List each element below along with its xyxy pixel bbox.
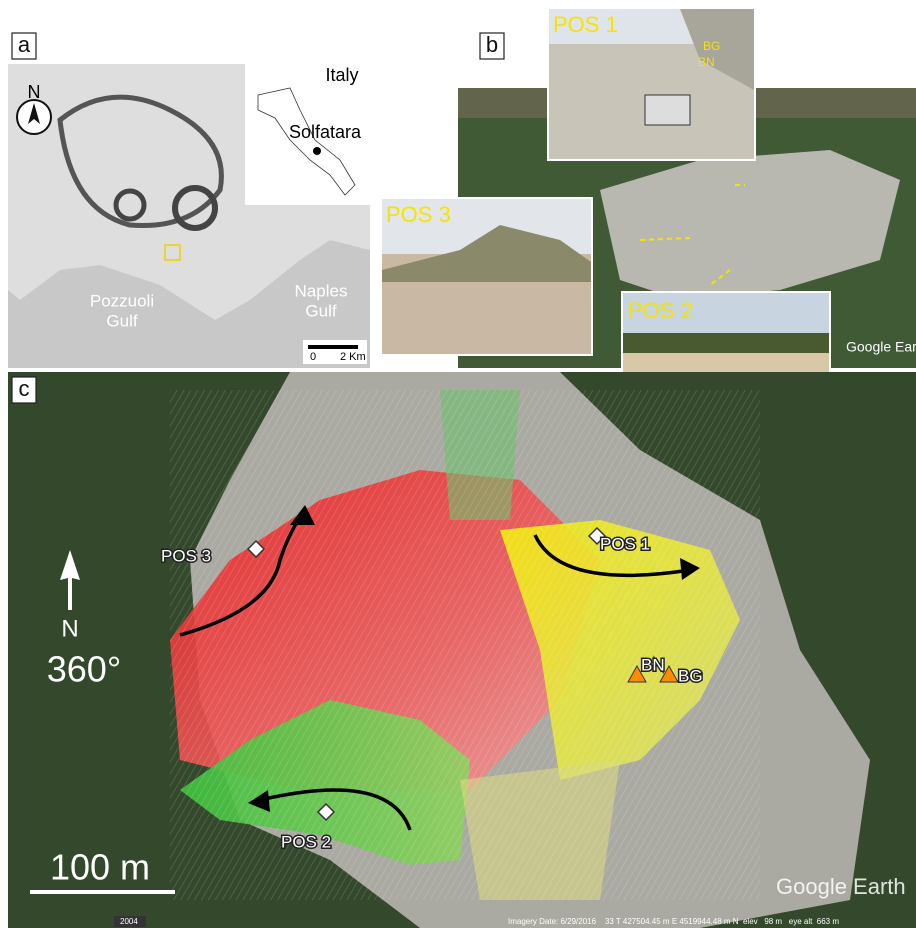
vent-label: BG bbox=[703, 39, 720, 53]
scale-label: 2 Km bbox=[340, 351, 366, 363]
vent-label: BN bbox=[641, 655, 665, 674]
photo-title: POS 3 bbox=[386, 202, 451, 227]
panel-label: a bbox=[18, 32, 31, 57]
scale-bar bbox=[308, 345, 358, 349]
position-label: POS 1 bbox=[600, 534, 650, 553]
panel-label: b bbox=[486, 32, 498, 57]
watermark: Google Earth bbox=[846, 339, 916, 355]
scale-label: 0 bbox=[310, 351, 316, 363]
position-label: POS 3 bbox=[161, 546, 211, 565]
gulf-label: Pozzuoli bbox=[90, 291, 154, 310]
panel-c: POS 3 POS 1 POS 2 BN BG N 360° 100 m c G… bbox=[8, 372, 916, 928]
position-label: POS 2 bbox=[281, 832, 331, 851]
instrument bbox=[645, 95, 690, 125]
scan-lines bbox=[170, 390, 760, 900]
gulf-label: Gulf bbox=[106, 311, 137, 330]
photo-trees bbox=[623, 333, 829, 353]
gulf-label: Naples bbox=[295, 281, 348, 300]
panel-a: N a Italy Solfatara Pozzuoli Gulf Naples… bbox=[8, 32, 370, 368]
north-label: N bbox=[28, 82, 41, 102]
imagery-year: 2004 bbox=[120, 917, 138, 926]
site-label: Solfatara bbox=[289, 122, 362, 142]
panel-label: c bbox=[19, 376, 30, 401]
bearing-label: 360° bbox=[47, 649, 121, 690]
north-label: N bbox=[61, 615, 78, 642]
photo-title: POS 2 bbox=[628, 298, 693, 323]
watermark: Google Earth bbox=[776, 874, 906, 899]
vent-label: BG bbox=[678, 666, 703, 685]
vent-label: BN bbox=[698, 55, 715, 69]
photo-title: POS 1 bbox=[553, 12, 618, 37]
country-label: Italy bbox=[325, 65, 358, 85]
scale-bar bbox=[30, 890, 175, 894]
solfatara-dot bbox=[313, 147, 321, 155]
scale-label: 100 m bbox=[50, 847, 150, 888]
figure: N a Italy Solfatara Pozzuoli Gulf Naples… bbox=[0, 0, 916, 928]
gulf-label: Gulf bbox=[305, 301, 336, 320]
imagery-info: Imagery Date: 6/29/2016 33 T 427504.45 m… bbox=[508, 917, 839, 926]
